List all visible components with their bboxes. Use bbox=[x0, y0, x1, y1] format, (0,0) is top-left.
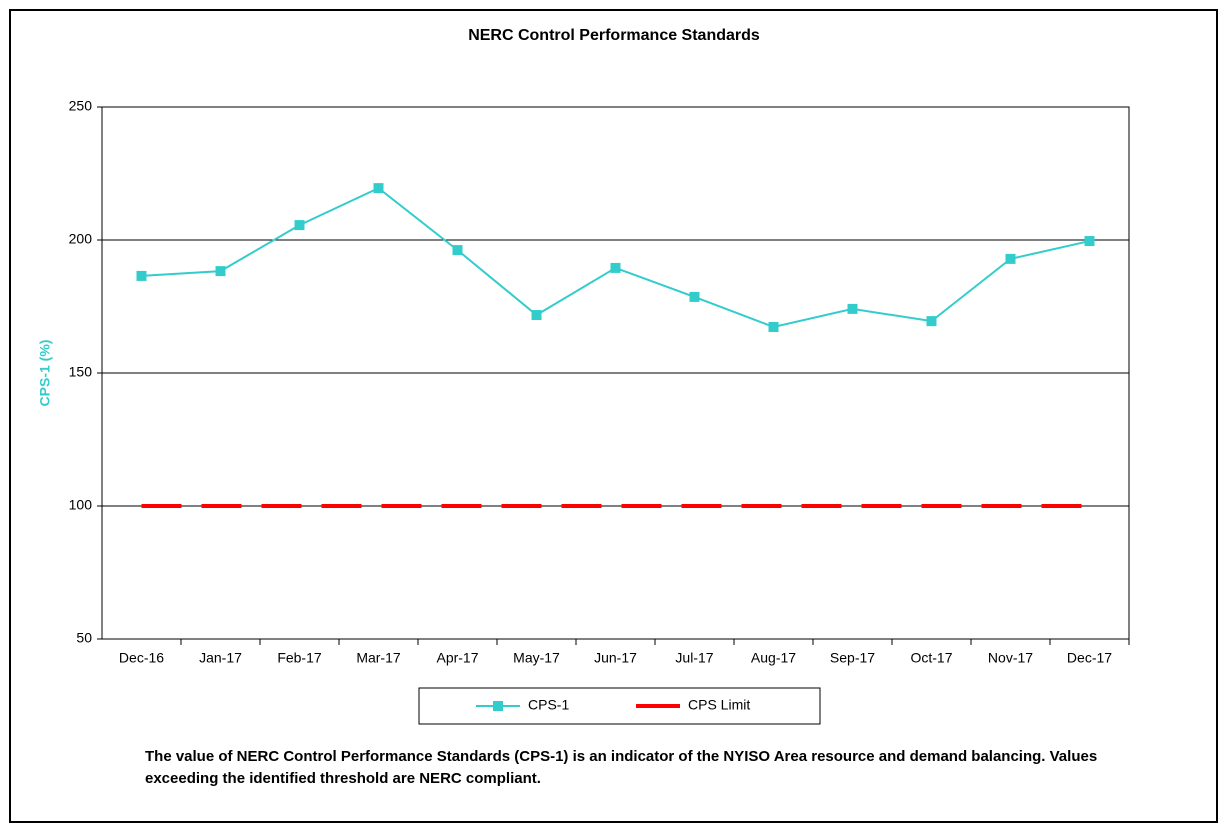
chart-frame bbox=[9, 9, 1218, 823]
x-tick-label: Jun-17 bbox=[594, 650, 637, 666]
point-marker bbox=[689, 291, 700, 302]
y-tick-label: 150 bbox=[69, 364, 93, 380]
legend-label: CPS-1 bbox=[528, 697, 569, 713]
point-marker bbox=[452, 245, 463, 256]
x-tick-label: Aug-17 bbox=[751, 650, 796, 666]
point-marker bbox=[294, 220, 305, 231]
plot-border bbox=[101, 106, 1130, 640]
point-marker bbox=[847, 303, 858, 314]
point-marker bbox=[136, 270, 147, 281]
x-tick-label: May-17 bbox=[513, 650, 560, 666]
x-tick-label: Jul-17 bbox=[675, 650, 713, 666]
y-axis-label: CPS-1 (%) bbox=[37, 340, 53, 407]
x-tick-label: Apr-17 bbox=[436, 650, 478, 666]
x-tick-label: Mar-17 bbox=[356, 650, 401, 666]
point-marker bbox=[1084, 236, 1095, 247]
x-tick-label: Dec-17 bbox=[1067, 650, 1112, 666]
y-tick-label: 100 bbox=[69, 497, 93, 513]
y-tick-label: 250 bbox=[69, 98, 93, 114]
chart-title: NERC Control Performance Standards bbox=[468, 27, 760, 44]
x-tick-label: Jan-17 bbox=[199, 650, 242, 666]
footnote: The value of NERC Control Performance St… bbox=[145, 748, 1098, 787]
point-marker bbox=[215, 266, 226, 277]
y-tick-label: 50 bbox=[76, 630, 92, 646]
x-tick-label: Feb-17 bbox=[277, 650, 322, 666]
point-marker bbox=[373, 183, 384, 194]
x-tick-label: Nov-17 bbox=[988, 650, 1033, 666]
point-marker bbox=[610, 262, 621, 273]
point-marker bbox=[768, 321, 779, 332]
point-marker bbox=[1005, 253, 1016, 264]
point-marker bbox=[926, 316, 937, 327]
legend-label: CPS Limit bbox=[688, 697, 750, 713]
y-tick-label: 200 bbox=[69, 231, 93, 247]
x-tick-label: Oct-17 bbox=[910, 650, 952, 666]
legend-marker bbox=[493, 701, 503, 711]
point-marker bbox=[531, 310, 542, 321]
x-tick-label: Sep-17 bbox=[830, 650, 875, 666]
x-tick-label: Dec-16 bbox=[119, 650, 164, 666]
